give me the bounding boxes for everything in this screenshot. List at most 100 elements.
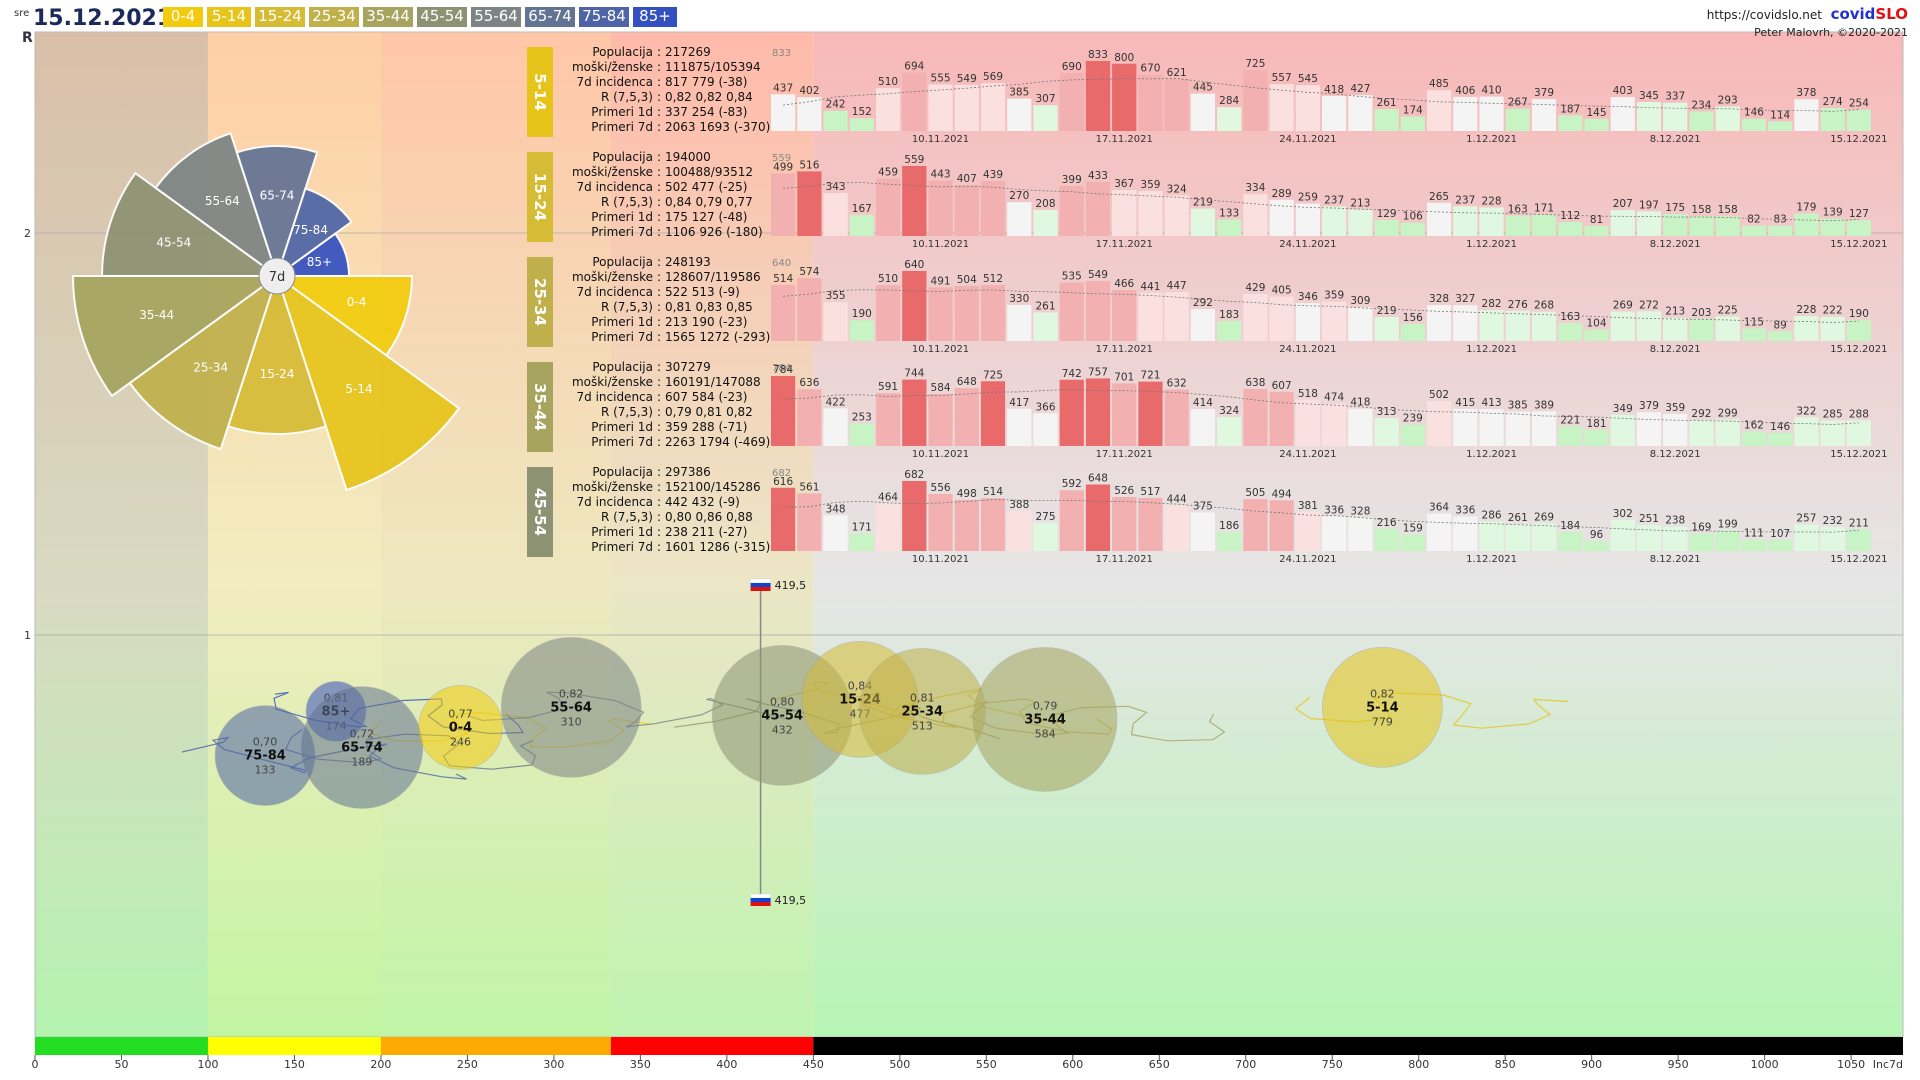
panel-bar bbox=[1636, 311, 1662, 341]
info-key: 7d incidenca bbox=[576, 180, 654, 194]
bubble-65-74 bbox=[300, 686, 424, 809]
info-value: 442 432 (-9) bbox=[665, 495, 740, 509]
info-key: Populacija bbox=[592, 465, 653, 479]
panel-bar bbox=[1217, 107, 1242, 131]
inc-band-1 bbox=[207, 1037, 381, 1055]
panel-bar-value: 127 bbox=[1849, 208, 1869, 220]
info-row: Primeri 1d:337 254 (-83) bbox=[558, 105, 770, 120]
panel-bar bbox=[1636, 102, 1662, 131]
rose-label-45-54: 45-54 bbox=[156, 235, 191, 249]
panel-bar-value: 309 bbox=[1350, 295, 1370, 307]
panel-bar-value: 491 bbox=[931, 275, 951, 287]
panel-date-tick: 1.12.2021 bbox=[1466, 239, 1517, 250]
panel-bar-value: 445 bbox=[1193, 82, 1213, 94]
info-key: Primeri 7d bbox=[591, 540, 653, 554]
panel-bar bbox=[1505, 108, 1530, 131]
panel-bar bbox=[1715, 106, 1740, 131]
panel-bar bbox=[1531, 523, 1557, 551]
info-key: Populacija bbox=[592, 45, 653, 59]
panel-bar bbox=[1085, 280, 1111, 341]
panel-bar-value: 502 bbox=[1429, 389, 1449, 401]
panel-bar-value: 111 bbox=[1744, 528, 1764, 540]
info-sep: : bbox=[656, 225, 662, 239]
info-value: 111875/105394 bbox=[665, 60, 761, 74]
panel-bar bbox=[1820, 527, 1845, 551]
panel-bar bbox=[1217, 417, 1242, 446]
info-row: Primeri 7d:1106 926 (-180) bbox=[558, 225, 762, 240]
panel-bar-value: 183 bbox=[1219, 309, 1239, 321]
panel-bar-value: 107 bbox=[1770, 528, 1790, 540]
x-tick-label: 700 bbox=[1235, 1058, 1256, 1071]
bubble-inc: 584 bbox=[1035, 727, 1056, 740]
panel-bar bbox=[1138, 292, 1163, 341]
panel-bar-value: 459 bbox=[878, 167, 898, 179]
panel-bar-value: 181 bbox=[1586, 418, 1606, 430]
panel-bar bbox=[771, 284, 796, 341]
rose-center bbox=[258, 257, 296, 295]
panel-bar-value: 269 bbox=[1534, 511, 1554, 523]
panel-bar-value: 158 bbox=[1691, 204, 1711, 216]
info-sep: : bbox=[656, 150, 662, 164]
panel-tab-45-54: 45-54 bbox=[527, 467, 553, 557]
panel-bar bbox=[1584, 118, 1609, 131]
panel-info-5-14: Populacija:217269 moški/ženske:111875/105… bbox=[558, 45, 770, 135]
rose-slice-75-84 bbox=[275, 187, 353, 279]
panel-bar-value: 498 bbox=[957, 488, 977, 500]
panel-bar-value: 237 bbox=[1455, 194, 1475, 206]
info-row: Populacija:194000 bbox=[558, 150, 763, 165]
info-sep: : bbox=[656, 60, 662, 74]
info-value: 100488/93512 bbox=[665, 165, 754, 179]
info-key: moški/ženske bbox=[571, 480, 653, 494]
panel-bar-value: 607 bbox=[1272, 380, 1292, 392]
info-key: moški/ženske bbox=[571, 270, 653, 284]
panel-bar-value: 349 bbox=[1613, 403, 1633, 415]
panel-bar-value: 307 bbox=[1035, 93, 1055, 105]
panel-bar bbox=[1636, 525, 1662, 551]
panel-bar bbox=[1558, 426, 1583, 446]
panel-tab-label: 15-24 bbox=[531, 173, 550, 221]
info-sep: : bbox=[656, 195, 662, 209]
panel-bar-value: 514 bbox=[773, 273, 793, 285]
x-tick-label: 300 bbox=[543, 1058, 564, 1071]
info-value: 0,80 0,86 0,88 bbox=[665, 510, 753, 524]
panel-bar-value: 415 bbox=[1455, 397, 1475, 409]
bubble-label: 0-4 bbox=[449, 720, 473, 735]
info-key: moški/ženske bbox=[571, 165, 653, 179]
panel-bar bbox=[1217, 531, 1242, 551]
panel-bar bbox=[1584, 225, 1609, 236]
panel-bar-value: 417 bbox=[1009, 397, 1029, 409]
info-row: Populacija:297386 bbox=[558, 465, 770, 480]
panel-bar-value: 221 bbox=[1560, 414, 1580, 426]
panel-bar bbox=[1269, 500, 1294, 551]
author-credit: Peter Malovrh, ©2020-2021 bbox=[1754, 26, 1908, 39]
panel-bar-value: 269 bbox=[1613, 300, 1633, 312]
panel-bar-value: 640 bbox=[904, 259, 924, 271]
x-tick-label: 500 bbox=[889, 1058, 910, 1071]
rose-label-65-74: 65-74 bbox=[260, 188, 295, 202]
rose-label-25-34: 25-34 bbox=[193, 360, 228, 374]
panel-bar bbox=[1059, 73, 1084, 131]
info-sep: : bbox=[656, 360, 662, 374]
panel-bar bbox=[1453, 516, 1478, 551]
panel-bar-value: 466 bbox=[1114, 278, 1134, 290]
info-value: 160191/147088 bbox=[665, 375, 761, 389]
panel-bar-value: 156 bbox=[1403, 312, 1423, 324]
info-key: Primeri 1d bbox=[591, 105, 653, 119]
legend-item-45-54: 45-54 bbox=[417, 7, 467, 27]
bubble-r: 0,79 bbox=[1033, 699, 1058, 712]
panel-bar bbox=[1059, 490, 1084, 551]
info-key: moški/ženske bbox=[571, 60, 653, 74]
site-url[interactable]: https://covidslo.net bbox=[1706, 8, 1822, 22]
panel-bar-value: 399 bbox=[1062, 174, 1082, 186]
panel-bar bbox=[1531, 99, 1557, 131]
panel-bar-value: 289 bbox=[1272, 188, 1292, 200]
info-value: 0,84 0,79 0,77 bbox=[665, 195, 753, 209]
info-row: 7d incidenca:502 477 (-25) bbox=[558, 180, 763, 195]
panel-date-tick: 24.11.2021 bbox=[1279, 344, 1336, 355]
info-sep: : bbox=[656, 435, 662, 449]
x-tick-label: 450 bbox=[803, 1058, 824, 1071]
panel-bar bbox=[823, 515, 848, 551]
panel-bar-value: 494 bbox=[1272, 488, 1292, 500]
panel-bar-value: 505 bbox=[1245, 487, 1265, 499]
